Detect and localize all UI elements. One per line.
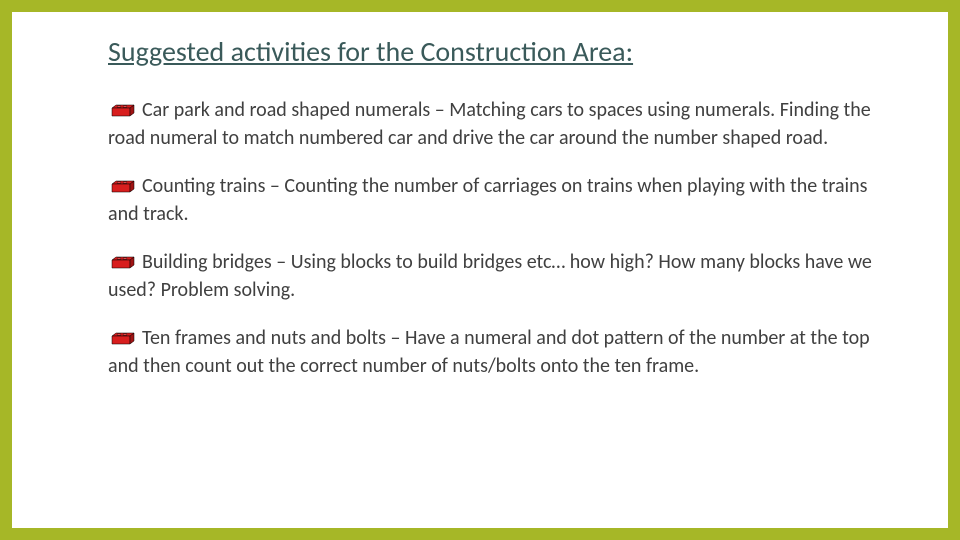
lego-brick-icon <box>108 175 136 201</box>
slide-content: Suggested activities for the Constructio… <box>108 34 898 401</box>
item-lead: Building bridges <box>142 250 272 274</box>
item-lead: Counting trains <box>142 174 265 198</box>
lego-brick-icon <box>108 99 136 125</box>
slide-frame: Suggested activities for the Constructio… <box>0 0 960 540</box>
page-title: Suggested activities for the Constructio… <box>108 34 898 69</box>
item-lead: Car park and road shaped numerals <box>142 98 430 122</box>
lego-brick-icon <box>108 327 136 353</box>
dash-separator: – <box>276 250 290 274</box>
dash-separator: – <box>390 326 404 350</box>
dash-separator: – <box>270 174 284 198</box>
list-item: Building bridges – Using blocks to build… <box>108 249 898 303</box>
lego-brick-icon <box>108 251 136 277</box>
list-item: Car park and road shaped numerals – Matc… <box>108 97 898 151</box>
list-item: Counting trains – Counting the number of… <box>108 173 898 227</box>
item-lead: Ten frames and nuts and bolts <box>142 326 386 350</box>
list-item: Ten frames and nuts and bolts – Have a n… <box>108 325 898 379</box>
dash-separator: – <box>435 98 449 122</box>
